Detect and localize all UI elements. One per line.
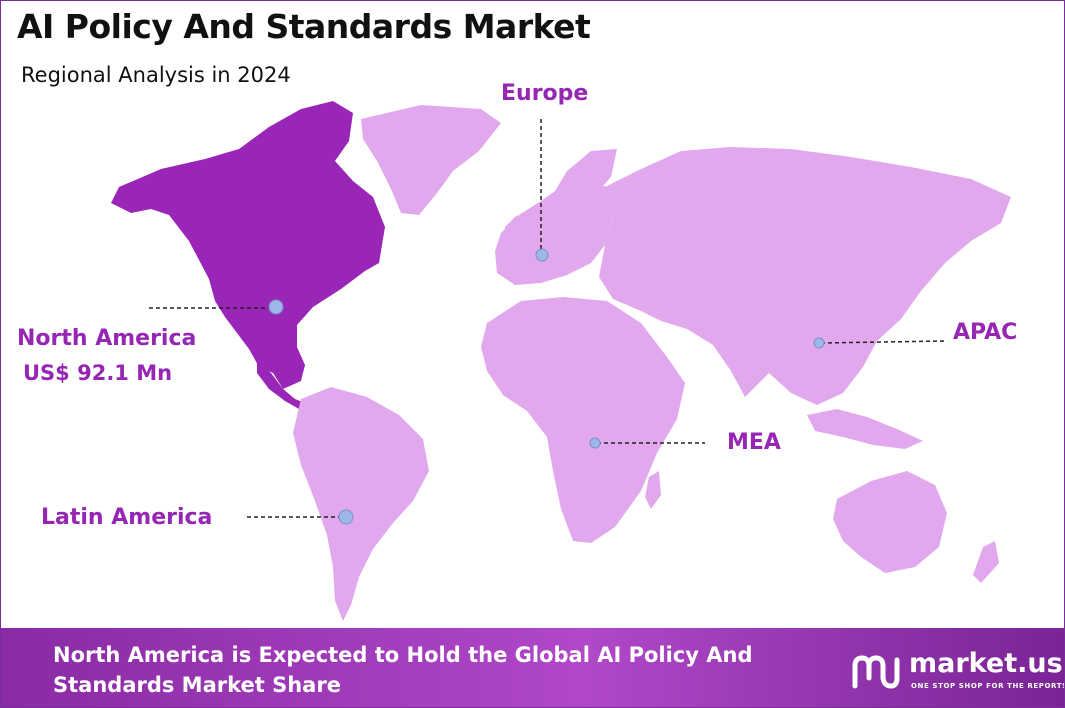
logo-name: market.us: [909, 648, 1063, 679]
southeast-asia-islands-shape: [807, 409, 923, 449]
region-label-europe: Europe: [501, 81, 589, 106]
australia-shape: [833, 471, 947, 573]
north-america-marker: [268, 299, 284, 315]
africa-shape: [481, 297, 685, 543]
footer-banner: North America is Expected to Hold the Gl…: [1, 628, 1064, 707]
madagascar-shape: [645, 471, 661, 509]
apac-marker: [813, 337, 825, 349]
page-title: AI Policy And Standards Market: [17, 7, 591, 46]
logo-tagline: ONE STOP SHOP FOR THE REPORTS: [911, 682, 1065, 690]
market-us-logo-icon: [852, 655, 900, 689]
region-label-north-america: North America: [17, 326, 197, 351]
market-us-logo: market.us ONE STOP SHOP FOR THE REPORTS: [849, 648, 1064, 692]
new-zealand-shape: [973, 541, 999, 583]
europe-shape: [495, 179, 613, 285]
south-america-shape: [293, 387, 429, 621]
europe-marker: [535, 248, 549, 262]
footer-text: North America is Expected to Hold the Gl…: [53, 643, 753, 697]
region-label-mea: MEA: [727, 430, 781, 455]
uk-shape: [503, 215, 523, 251]
latin-america-marker: [338, 509, 354, 525]
north-america-shape: [111, 101, 385, 389]
region-value-north-america: US$ 92.1 Mn: [23, 361, 173, 385]
japan-shape: [893, 245, 921, 299]
asia-shape: [599, 147, 1011, 405]
region-label-latin-america: Latin America: [41, 505, 213, 530]
scandinavia-shape: [549, 149, 617, 209]
greenland-shape: [361, 105, 501, 215]
central-america-shape: [257, 361, 305, 409]
page-subtitle: Regional Analysis in 2024: [21, 63, 291, 87]
world-map: [111, 101, 1011, 621]
region-label-apac: APAC: [953, 320, 1018, 345]
mea-marker: [589, 437, 601, 449]
